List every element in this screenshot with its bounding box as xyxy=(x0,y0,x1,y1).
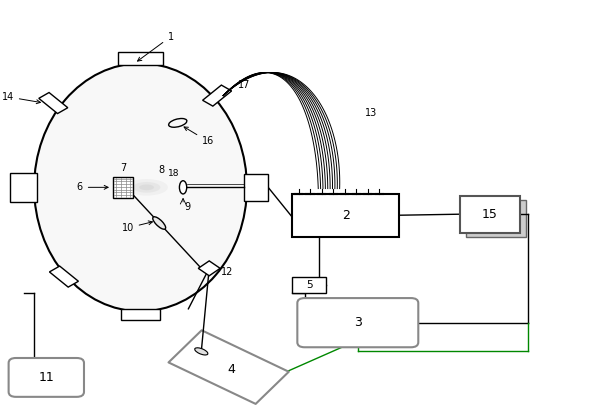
Ellipse shape xyxy=(195,348,208,355)
Text: 12: 12 xyxy=(221,267,233,277)
Bar xyxy=(244,174,268,201)
Polygon shape xyxy=(169,330,289,404)
Ellipse shape xyxy=(133,182,160,193)
FancyBboxPatch shape xyxy=(9,358,84,397)
Bar xyxy=(10,173,37,202)
Polygon shape xyxy=(198,261,220,276)
Ellipse shape xyxy=(153,217,166,229)
Bar xyxy=(293,277,326,293)
Text: 5: 5 xyxy=(306,280,312,290)
Text: 7: 7 xyxy=(120,163,126,173)
Text: 1: 1 xyxy=(137,32,174,61)
Text: 16: 16 xyxy=(184,127,214,146)
Text: 2: 2 xyxy=(342,209,350,222)
Text: 13: 13 xyxy=(365,108,378,118)
Text: 14: 14 xyxy=(2,92,41,104)
Text: 3: 3 xyxy=(354,316,362,329)
Ellipse shape xyxy=(179,181,187,194)
Text: 6: 6 xyxy=(76,182,108,192)
Bar xyxy=(466,200,527,237)
Bar xyxy=(460,196,521,233)
Text: 10: 10 xyxy=(121,221,152,233)
Ellipse shape xyxy=(139,184,154,190)
Ellipse shape xyxy=(125,179,168,196)
Text: 8: 8 xyxy=(159,165,165,175)
FancyBboxPatch shape xyxy=(298,298,418,347)
Polygon shape xyxy=(49,266,78,287)
Bar xyxy=(121,309,160,319)
Bar xyxy=(113,177,133,198)
Text: 9: 9 xyxy=(185,202,191,212)
Text: 17: 17 xyxy=(238,80,251,90)
Bar xyxy=(293,193,399,237)
Polygon shape xyxy=(39,92,68,114)
Ellipse shape xyxy=(34,63,247,311)
Text: 18: 18 xyxy=(168,169,180,178)
Text: 11: 11 xyxy=(38,371,54,384)
Text: 15: 15 xyxy=(482,208,498,221)
Text: 4: 4 xyxy=(228,363,236,376)
Bar xyxy=(118,52,163,65)
Polygon shape xyxy=(203,85,232,106)
